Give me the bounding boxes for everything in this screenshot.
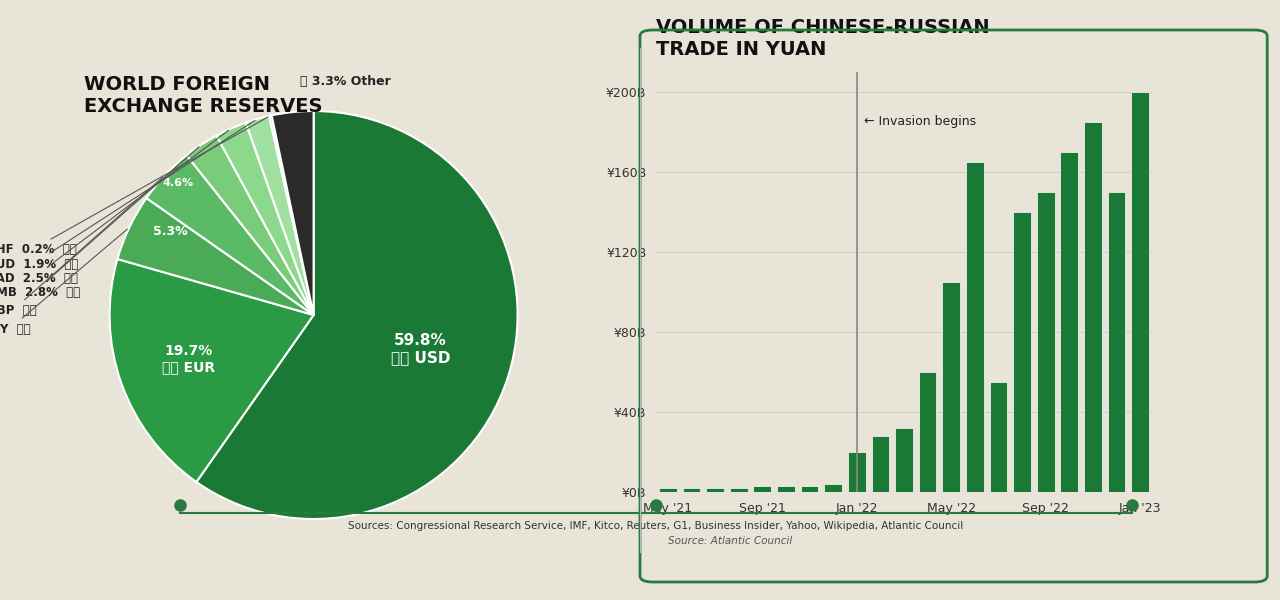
Text: Sources: Congressional Research Service, IMF, Kitco, Reuters, G1, Business Insid: Sources: Congressional Research Service,… xyxy=(348,521,964,530)
Text: ← Invasion begins: ← Invasion begins xyxy=(864,115,975,128)
Bar xyxy=(942,282,960,492)
Bar xyxy=(682,488,700,492)
Wedge shape xyxy=(269,115,314,315)
Wedge shape xyxy=(118,198,314,315)
Text: 19.7%
🇪🇺 EUR: 19.7% 🇪🇺 EUR xyxy=(163,344,215,374)
Bar xyxy=(754,486,771,492)
Bar xyxy=(777,486,795,492)
Text: WORLD FOREIGN
EXCHANGE RESERVES: WORLD FOREIGN EXCHANGE RESERVES xyxy=(84,75,323,116)
Bar xyxy=(847,452,865,492)
Bar xyxy=(824,484,842,492)
Text: 59.8%
🇺🇸 USD: 59.8% 🇺🇸 USD xyxy=(390,332,451,365)
Bar xyxy=(872,436,890,492)
Text: 5.3%: 5.3% xyxy=(154,225,188,238)
Text: VOLUME OF CHINESE-RUSSIAN
TRADE IN YUAN: VOLUME OF CHINESE-RUSSIAN TRADE IN YUAN xyxy=(657,19,989,59)
Bar xyxy=(966,162,984,492)
Wedge shape xyxy=(246,116,314,315)
Text: JPY  🇯🇵: JPY 🇯🇵 xyxy=(0,229,127,336)
Bar xyxy=(1037,192,1055,492)
Bar xyxy=(1084,122,1102,492)
Text: RMB  2.8%  🇨🇳: RMB 2.8% 🇨🇳 xyxy=(0,146,200,299)
Text: 🌐 3.3% Other: 🌐 3.3% Other xyxy=(300,75,390,88)
Bar xyxy=(1132,92,1149,492)
Bar xyxy=(895,428,913,492)
Text: CAD  2.5%  🇨🇦: CAD 2.5% 🇨🇦 xyxy=(0,130,229,285)
Bar xyxy=(989,382,1007,492)
Wedge shape xyxy=(216,122,314,315)
Bar xyxy=(919,372,937,492)
Text: 4.6%: 4.6% xyxy=(163,178,195,188)
Wedge shape xyxy=(110,259,314,482)
Bar xyxy=(707,488,724,492)
Text: Source: Atlantic Council: Source: Atlantic Council xyxy=(668,536,792,546)
Text: GBP  🇬🇧: GBP 🇬🇧 xyxy=(0,177,163,317)
Wedge shape xyxy=(146,155,314,315)
Bar xyxy=(801,486,818,492)
Bar xyxy=(659,488,677,492)
Wedge shape xyxy=(196,111,517,519)
Text: CHF  0.2%  🇨🇭: CHF 0.2% 🇨🇭 xyxy=(0,117,268,256)
Wedge shape xyxy=(187,136,314,315)
Bar xyxy=(1107,192,1125,492)
Wedge shape xyxy=(271,111,314,315)
Bar xyxy=(1014,212,1030,492)
Text: AUD  1.9%  🇦🇺: AUD 1.9% 🇦🇺 xyxy=(0,121,255,271)
Bar xyxy=(1060,152,1078,492)
Bar xyxy=(730,488,748,492)
